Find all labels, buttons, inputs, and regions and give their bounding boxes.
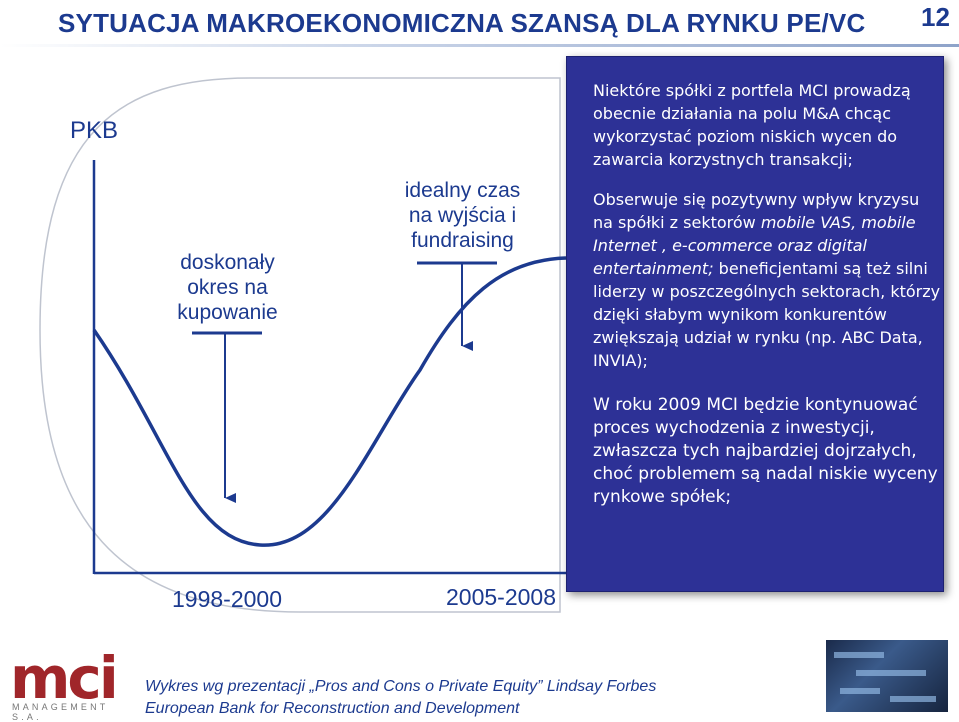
gdp-axis-label: PKB xyxy=(70,117,119,144)
photo-detail xyxy=(840,688,880,694)
mci-logo: mci MANAGEMENT S.A. xyxy=(10,644,135,722)
oval-background xyxy=(39,77,561,613)
photo-detail xyxy=(856,670,926,676)
year-label-left: 1998-2000 xyxy=(172,586,282,612)
photo-detail xyxy=(890,696,936,702)
page-number: 12 xyxy=(921,2,950,32)
buy-period-label: doskonały okres na kupowanie xyxy=(177,251,278,324)
panel-paragraph-3: W roku 2009 MCI będzie kontynuować proce… xyxy=(593,395,938,507)
slide-title: SYTUACJA MAKROEKONOMICZNA SZANSĄ DLA RYN… xyxy=(58,8,866,38)
photo-detail xyxy=(834,652,884,658)
exit-period-label: idealny czas na wyjścia i fundraising xyxy=(404,179,521,252)
decorative-photo xyxy=(826,640,948,712)
logo-wordmark: mci xyxy=(10,644,119,712)
commentary-panel: Niektóre spółki z portfela MCI prowadzą … xyxy=(566,56,944,592)
gdp-curve xyxy=(92,256,567,547)
panel-paragraph-2: Obserwuje się pozytywny wpływ kryzysu na… xyxy=(593,188,943,372)
panel-paragraph-2-start: Obserwuje się pozytywny wpływ kryzysu na… xyxy=(593,190,920,232)
source-credit-line-1: Wykres wg prezentacji „Pros and Cons o P… xyxy=(145,678,657,695)
panel-paragraph-2-end: beneficjentami są też silni liderzy w po… xyxy=(593,259,941,370)
logo-subtitle: MANAGEMENT S.A. xyxy=(12,702,109,722)
year-label-right: 2005-2008 xyxy=(446,584,556,610)
panel-paragraph-1: Niektóre spółki z portfela MCI prowadzą … xyxy=(593,81,911,169)
source-credit-line-2: European Bank for Reconstruction and Dev… xyxy=(145,700,520,717)
panel-paragraph-2-sectors: mobile VAS, mobile Internet , e-commerce… xyxy=(593,213,916,278)
title-divider xyxy=(0,44,959,47)
